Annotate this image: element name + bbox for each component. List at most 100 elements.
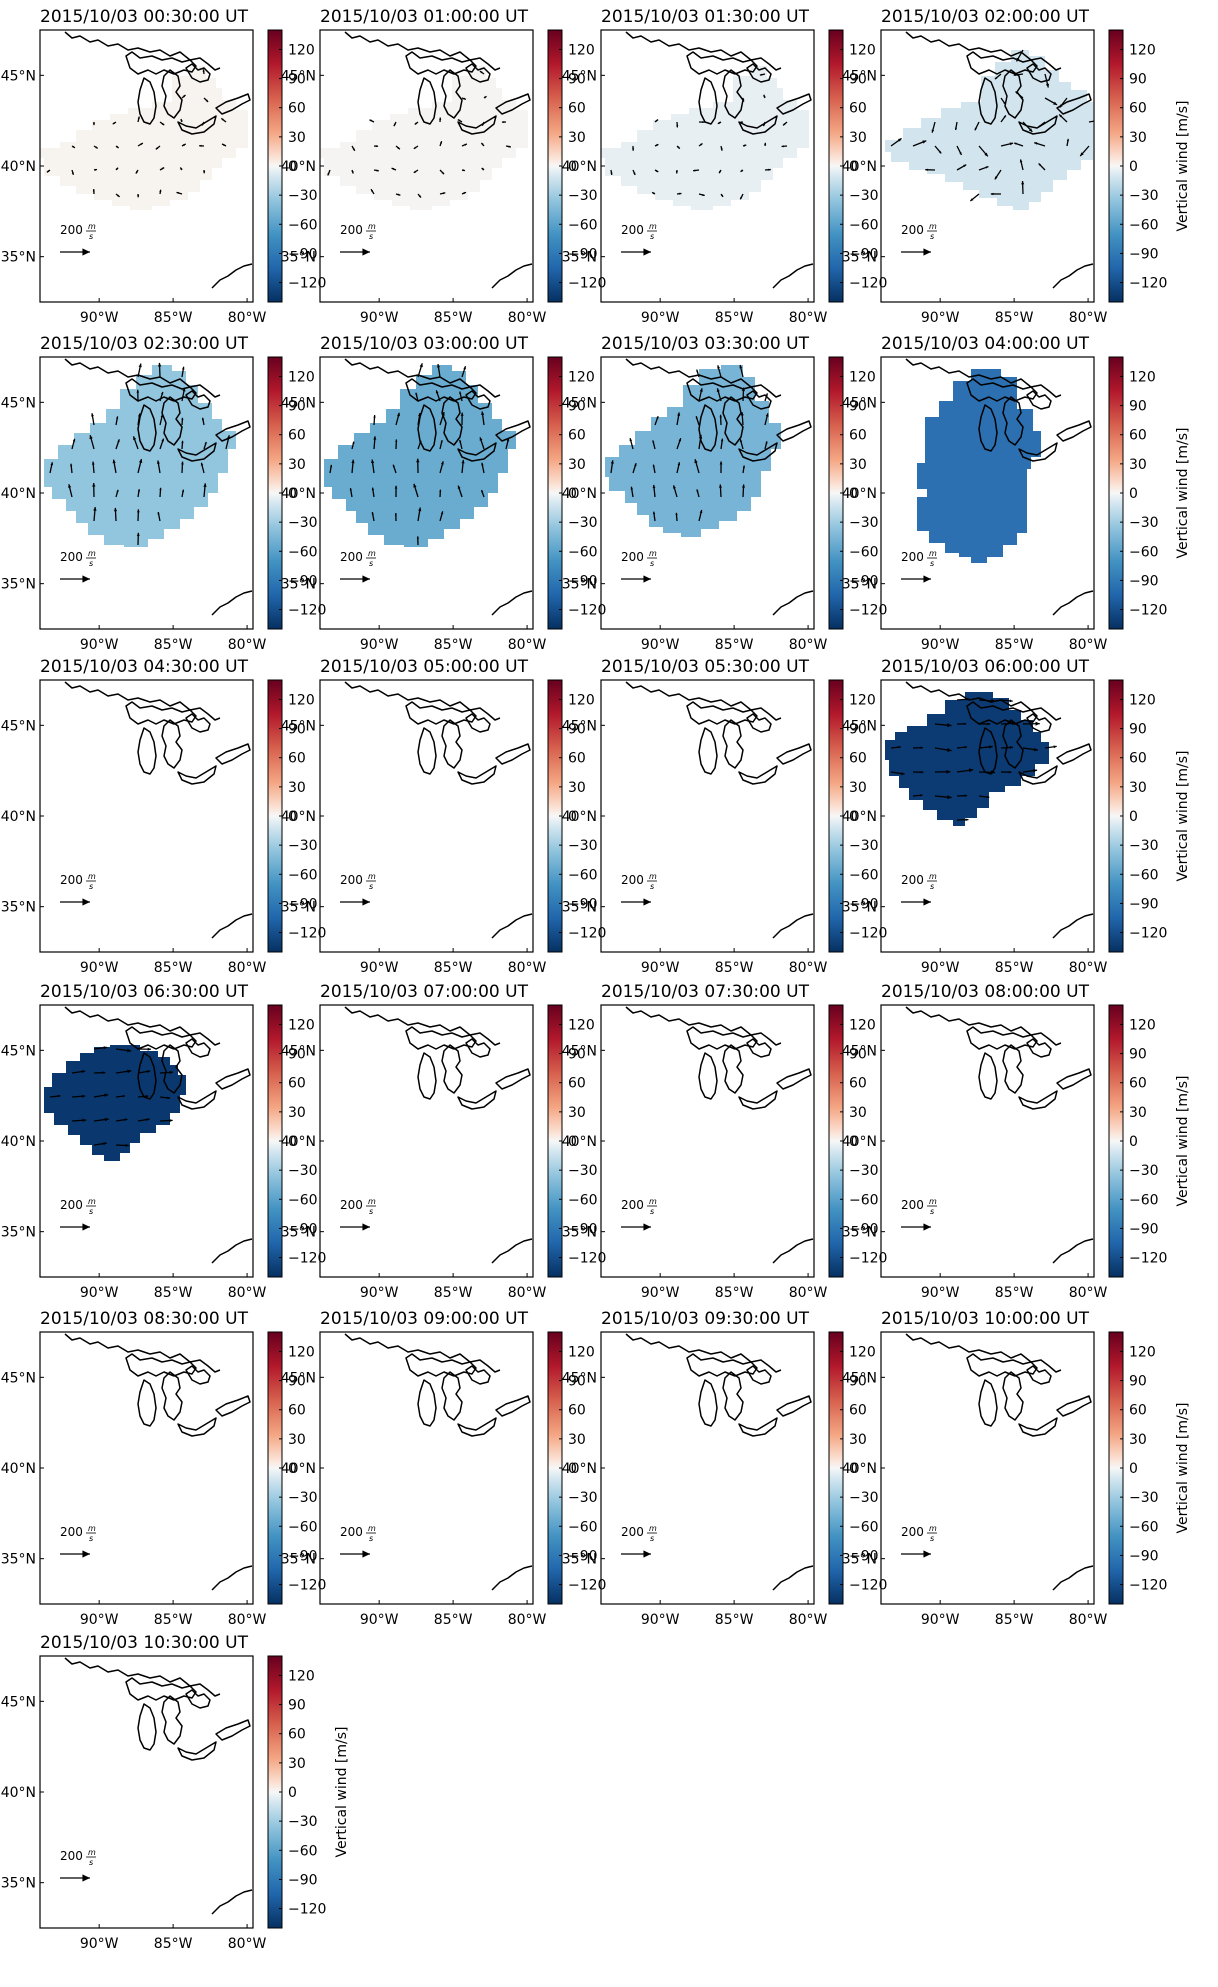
lat-tick-label: 45°N [562,1043,597,1059]
lat-tick-label: 35°N [562,577,597,593]
colorbar-tick-label: 30 [1129,130,1147,146]
colorbar-tick-label: −120 [568,1251,606,1267]
lon-tick-label: 80°W [789,637,828,653]
arrow-scale-unit-num: m [649,872,657,881]
colorbar-tick-label: 0 [1129,159,1138,175]
arrow-scale-unit-num: m [368,872,376,881]
colorbar-tick-label: 90 [849,1047,867,1063]
colorbar: 120 90 60 30 0 −30 −60 −90 −120 [828,679,887,953]
wind-coverage-region [917,369,1041,563]
arrow-scale-unit-den: s [650,232,654,241]
colorbar-tick-label: 60 [1129,1403,1147,1419]
wind-coverage-region [324,365,516,547]
lat-tick-label: 45°N [842,395,877,411]
colorbar-tick-label: −120 [849,926,887,942]
wind-vectors [610,73,788,200]
lat-tick-label: 45°N [1,1694,36,1710]
coastline [625,681,814,939]
colorbar-tick-label: 60 [568,751,586,767]
colorbar-tick-label: −120 [288,1251,326,1267]
colorbar: 120 90 60 30 0 −30 −60 −90 −120 Vertical wind [m/… [1108,1331,1191,1605]
arrow-scale-unit-num: m [368,1197,376,1206]
arrow-scale-key: 200 ms [340,1197,376,1231]
colorbar-tick-label: −30 [568,1490,598,1506]
colorbar-tick-label: −90 [849,246,879,262]
map-panel: 2015/10/03 00:30:00 UT 45°N 40°N 35°N 90°W 85… [1,7,327,326]
lat-tick-label: 35°N [281,1225,316,1241]
arrow-scale-value: 200 [901,1198,924,1212]
colorbar-tick-label: 120 [849,1344,876,1360]
wind-coverage-region [44,365,236,547]
colorbar-tick-label: 120 [568,369,595,385]
colorbar-tick-label: −30 [568,1163,598,1179]
colorbar-tick-label: 30 [849,1432,867,1448]
arrow-scale-unit-den: s [930,1207,934,1216]
lat-tick-label: 45°N [562,1370,597,1386]
colorbar-tick-label: −60 [849,1192,879,1208]
lat-tick-label: 45°N [281,395,316,411]
colorbar-tick-label: −120 [568,926,606,942]
colorbar-tick-label: 0 [1129,486,1138,502]
arrow-scale-key: 200 ms [340,222,376,256]
lon-tick-label: 80°W [508,1285,547,1301]
map-panel: 2015/10/03 07:30:00 UT 45°N 40°N 35°N 90°W 85… [562,982,888,1301]
colorbar-tick-label: 120 [1129,1017,1156,1033]
colorbar-tick-label: −120 [1129,1251,1167,1267]
colorbar-tick-label: 60 [1129,101,1147,117]
colorbar-tick-label: 60 [1129,1076,1147,1092]
lon-tick-label: 80°W [508,637,547,653]
colorbar-tick-label: −30 [849,188,879,204]
arrow-scale-unit-den: s [369,232,373,241]
map-panel: 2015/10/03 06:00:00 UT 45°N 40°N 35°N 90°W 85… [842,657,1191,976]
colorbar-tick-label: 120 [288,692,315,708]
lat-tick-label: 45°N [1,1370,36,1386]
arrow-scale-unit-num: m [649,1524,657,1533]
colorbar-tick-label: −60 [1129,867,1159,883]
lon-tick-label: 85°W [995,637,1034,653]
colorbar-tick-label: −90 [288,1872,318,1888]
arrow-scale-unit-num: m [88,549,96,558]
colorbar-tick-label: −60 [1129,1519,1159,1535]
arrow-scale-value: 200 [60,223,83,237]
lon-tick-label: 85°W [434,1285,473,1301]
colorbar-tick-label: −90 [568,1548,598,1564]
colorbar-tick-label: 60 [288,428,306,444]
panel-title: 2015/10/03 03:00:00 UT [320,334,529,354]
lon-tick-label: 80°W [228,1612,267,1628]
colorbar-tick-label: 90 [568,1374,586,1390]
panel-title: 2015/10/03 04:30:00 UT [40,657,249,677]
colorbar-tick-label: −120 [568,603,606,619]
map-panel: 2015/10/03 09:30:00 UT 45°N 40°N 35°N 90°W 85… [562,1309,888,1628]
lon-tick-label: 80°W [228,960,267,976]
map-panel: 2015/10/03 10:30:00 UT 45°N 40°N 35°N 90°W 85… [1,1633,350,1952]
arrow-scale-unit-num: m [88,1848,96,1857]
colorbar-tick-label: −60 [568,1519,598,1535]
arrow-scale-unit-den: s [930,232,934,241]
lon-tick-label: 80°W [789,310,828,326]
arrow-scale-value: 200 [340,873,363,887]
colorbar-tick-label: −90 [288,896,318,912]
colorbar-tick-label: 30 [288,1105,306,1121]
colorbar-tick-label: −60 [288,1843,318,1859]
lon-tick-label: 85°W [715,960,754,976]
colorbar-tick-label: 120 [288,369,315,385]
colorbar-tick-label: 90 [288,72,306,88]
lon-tick-label: 85°W [154,637,193,653]
arrow-scale-unit-den: s [89,559,93,568]
colorbar-tick-label: 30 [1129,780,1147,796]
arrow-scale-unit-den: s [369,1207,373,1216]
lat-tick-label: 45°N [1,68,36,84]
lat-tick-label: 35°N [842,1225,877,1241]
panel-title: 2015/10/03 06:00:00 UT [881,657,1090,677]
colorbar: 120 90 60 30 0 −30 −60 −90 −120 Vertical wind [m/… [1108,679,1191,953]
colorbar-tick-label: 0 [1129,1134,1138,1150]
lon-tick-label: 90°W [80,1612,119,1628]
colorbar-tick-label: 90 [849,722,867,738]
lat-tick-label: 45°N [281,718,316,734]
lon-tick-label: 80°W [508,960,547,976]
arrow-scale-key: 200 ms [901,549,937,583]
colorbar-tick-label: −90 [1129,896,1159,912]
colorbar-tick-label: 90 [849,399,867,415]
lon-tick-label: 90°W [921,1612,960,1628]
colorbar: 120 90 60 30 0 −30 −60 −90 −120 [547,29,606,303]
